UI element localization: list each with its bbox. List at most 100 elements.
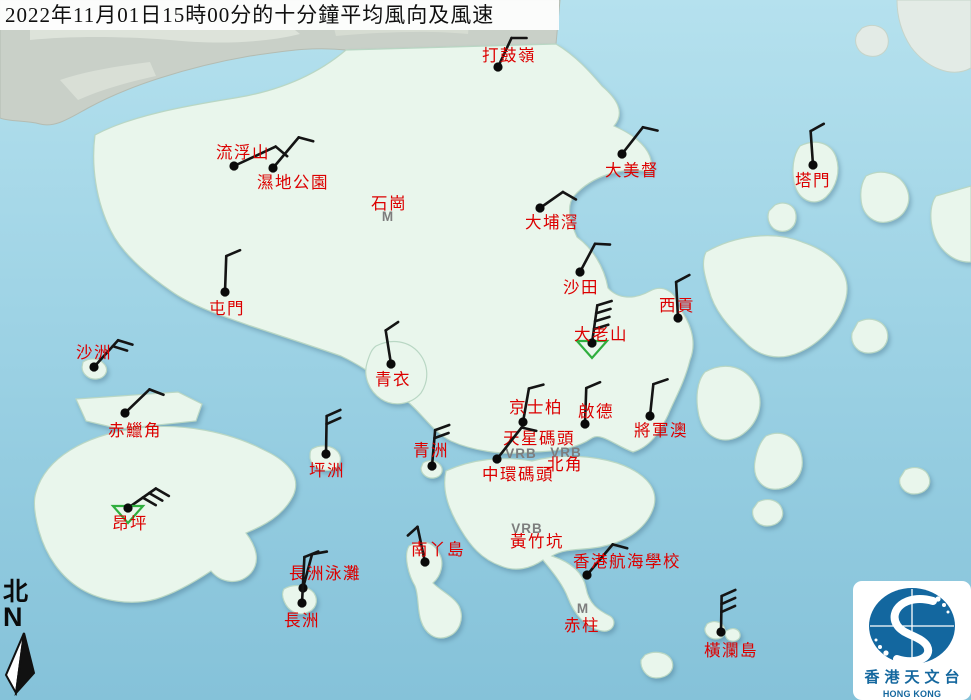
wind-barb-tick — [594, 307, 612, 315]
station-green-island[interactable]: 青洲 — [413, 423, 451, 471]
station-dot[interactable] — [229, 161, 239, 171]
wind-barb-tick — [720, 604, 737, 614]
station-dot[interactable] — [321, 449, 331, 459]
station-dot[interactable] — [427, 461, 437, 471]
station-label-cheung-chau: 長洲 — [284, 611, 320, 630]
station-ta-kwu-ling[interactable]: 打鼓嶺 — [482, 36, 536, 72]
station-dot[interactable] — [420, 557, 430, 567]
wind-barb-tick — [116, 338, 134, 346]
station-cheung-chau[interactable]: 長洲 — [284, 550, 320, 630]
station-hk-sea-school[interactable]: 香港航海學校 — [573, 543, 681, 580]
station-dot[interactable] — [123, 503, 133, 513]
wind-barb-shaft — [590, 304, 599, 345]
station-lamma-island[interactable]: 南丫島 — [406, 525, 465, 567]
wind-barb-tick — [592, 323, 610, 331]
wind-barb-tick — [224, 248, 242, 258]
station-dot[interactable] — [673, 313, 683, 323]
land-new-territories-kowloon — [93, 43, 694, 454]
station-note-wong-chuk-hang: VRB — [511, 521, 543, 536]
station-peng-chau[interactable]: 坪洲 — [309, 408, 345, 480]
wind-barb-tick — [141, 496, 158, 507]
island-east-1 — [851, 318, 889, 354]
station-kai-tak[interactable]: 啟德 — [578, 380, 614, 429]
station-label-north-point: 北角 — [547, 455, 583, 474]
station-chek-lap-kok[interactable]: 赤鱲角 — [108, 388, 165, 440]
station-label-kai-tak: 啟德 — [578, 402, 614, 421]
wind-barb-tick — [595, 299, 613, 307]
station-tseung-kwan-o[interactable]: 將軍澳 — [634, 377, 688, 440]
hko-logo-chinese: 香港天文台 — [864, 670, 965, 686]
station-label-cheung-chau-beach: 長洲泳灘 — [289, 564, 361, 583]
station-tai-po-kau[interactable]: 大埔滘 — [525, 190, 579, 232]
island-port-shelter — [753, 432, 803, 490]
wind-barb-shaft — [300, 555, 306, 605]
wind-barb-tick — [593, 315, 611, 323]
compass-north-hanzi: 北 — [3, 579, 29, 606]
station-kings-park[interactable]: 京士柏 — [509, 383, 563, 427]
station-label-stanley: 赤柱 — [564, 616, 600, 635]
station-sai-kung[interactable]: 西貢 — [659, 273, 695, 323]
wind-barb-shaft — [430, 428, 437, 468]
station-shek-kong[interactable]: M石崗 — [371, 194, 407, 224]
station-dot[interactable] — [492, 454, 502, 464]
wind-barb-shaft — [223, 254, 228, 294]
station-sha-chau[interactable]: 沙洲 — [76, 338, 134, 372]
station-dot[interactable] — [297, 598, 307, 608]
station-dot[interactable] — [518, 417, 528, 427]
station-tap-mun[interactable]: 塔門 — [795, 122, 831, 190]
wind-barb-tick — [111, 344, 129, 352]
station-tsing-yi[interactable]: 青衣 — [375, 320, 411, 389]
wind-barb-shaft — [538, 190, 565, 210]
station-dot[interactable] — [716, 627, 726, 637]
wind-barb-tick — [303, 550, 320, 559]
wind-barb-tick — [520, 426, 538, 433]
station-dot[interactable] — [645, 411, 655, 421]
station-waglan-island[interactable]: 橫瀾島 — [704, 588, 758, 660]
station-label-lamma-island: 南丫島 — [411, 540, 465, 559]
station-stanley[interactable]: M赤柱 — [564, 601, 600, 635]
wind-barb-shaft — [620, 125, 645, 156]
station-tai-mei-tuk[interactable]: 大美督 — [605, 125, 659, 180]
station-dot[interactable] — [268, 163, 278, 173]
island-east-2 — [752, 499, 784, 527]
station-dot[interactable] — [535, 203, 545, 213]
station-dot[interactable] — [582, 570, 592, 580]
station-label-sai-kung: 西貢 — [659, 296, 695, 315]
island-east-3 — [899, 467, 931, 495]
station-dot[interactable] — [617, 149, 627, 159]
station-dot[interactable] — [808, 160, 818, 170]
station-dot[interactable] — [493, 62, 503, 72]
wind-barb-tick — [154, 487, 171, 498]
wind-barb-tick — [584, 380, 602, 390]
station-tates-cairn[interactable]: 大老山 — [574, 299, 628, 360]
station-label-ta-kwu-ling: 打鼓嶺 — [482, 46, 536, 65]
wind-barb-shaft — [583, 386, 588, 426]
hko-logo[interactable]: 香港天文台 HONG KONG OBSERVATORY — [853, 581, 971, 700]
station-label-central-pier: 中環碼頭 — [482, 465, 554, 484]
station-sha-tin[interactable]: 沙田 — [563, 242, 612, 297]
station-label-wong-chuk-hang: 黃竹坑 — [510, 532, 564, 551]
wind-barb-tick — [593, 242, 612, 246]
station-label-lau-fau-shan: 流浮山 — [216, 143, 270, 162]
island-waglan-east — [724, 628, 741, 642]
wind-barb-shaft — [271, 136, 301, 170]
station-dot[interactable] — [89, 362, 99, 372]
station-central-pier[interactable]: 中環碼頭 — [482, 426, 554, 484]
station-label-tates-cairn: 大老山 — [574, 325, 628, 344]
station-dot[interactable] — [120, 408, 130, 418]
station-tuen-mun[interactable]: 屯門 — [209, 248, 245, 318]
station-dot[interactable] — [386, 359, 396, 369]
station-label-sha-tin: 沙田 — [563, 278, 599, 297]
station-dot[interactable] — [580, 419, 590, 429]
station-dot[interactable] — [220, 287, 230, 297]
station-dot[interactable] — [587, 338, 597, 348]
island-tsing-yi — [365, 340, 428, 405]
station-ngong-ping[interactable]: 昂坪 — [110, 487, 171, 533]
station-dot[interactable] — [575, 267, 585, 277]
wind-barb-shaft — [495, 426, 523, 461]
station-wetland-park[interactable]: 濕地公園 — [257, 136, 329, 192]
